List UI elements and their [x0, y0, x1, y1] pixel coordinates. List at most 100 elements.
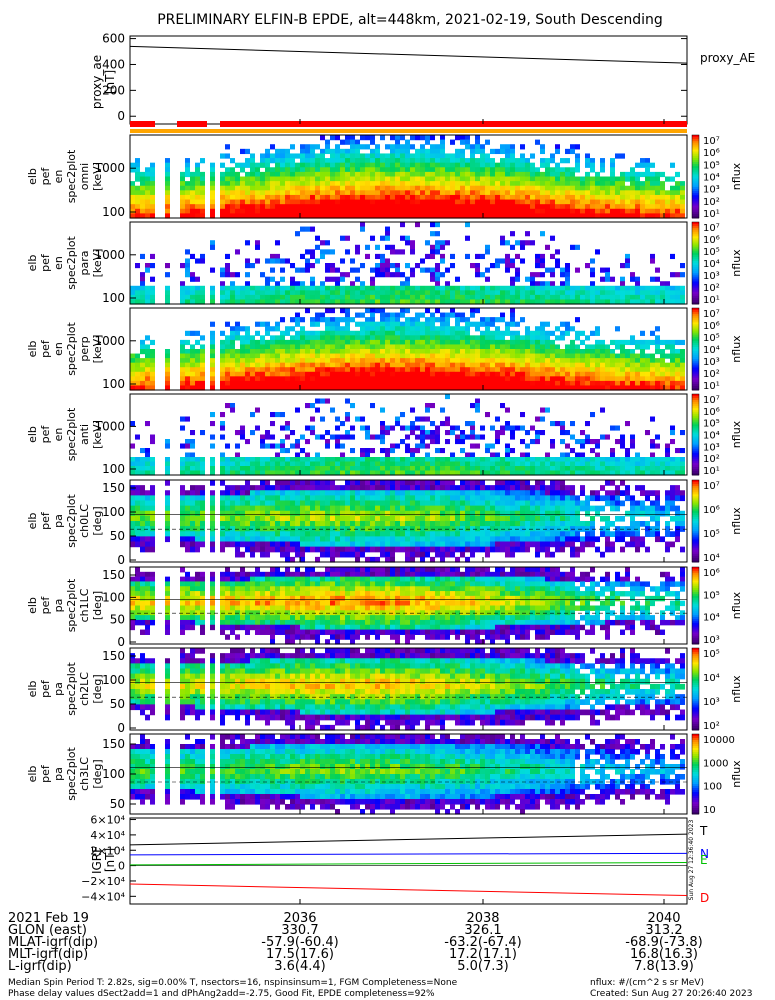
spectrogram-cell — [325, 148, 330, 155]
spectrogram-cell — [465, 294, 470, 301]
spectrogram-cell — [435, 344, 440, 350]
spectrogram-cell — [635, 190, 640, 196]
spectrogram-cell — [130, 457, 135, 463]
spectrogram-cell — [150, 466, 155, 472]
spectrogram-cell — [310, 226, 315, 232]
spectrogram-cell — [265, 443, 270, 449]
spectrogram-cell — [295, 371, 300, 377]
spectrogram-cell — [505, 448, 510, 454]
colorbar-step — [692, 293, 699, 297]
spectrogram-cell — [480, 461, 485, 467]
spectrogram-cell — [320, 457, 325, 463]
spectrogram-cell — [240, 385, 245, 391]
spectrogram-cell — [525, 185, 530, 191]
spectrogram-cell — [560, 321, 565, 327]
spectrogram-cell — [275, 500, 280, 507]
spectrogram-cell — [405, 376, 410, 382]
spectrogram-cell — [390, 290, 395, 296]
spectrogram-cell — [470, 185, 475, 191]
spectrogram-cell — [410, 385, 415, 391]
spectrogram-cell — [255, 321, 260, 327]
colorbar-step — [692, 174, 699, 177]
spectrogram-cell — [555, 326, 560, 332]
spectrogram-cell — [620, 353, 625, 359]
spectrogram-cell — [310, 208, 315, 214]
spectrogram-cell — [515, 240, 520, 246]
spectrogram-cell — [260, 181, 265, 187]
spectrogram-cell — [180, 536, 185, 543]
spectrogram-cell — [475, 294, 480, 301]
spectrogram-cell — [605, 204, 610, 210]
spectrogram-cell — [310, 317, 315, 323]
spectrogram-cell — [420, 466, 425, 472]
spectrogram-cell — [455, 299, 460, 305]
spectrogram-cell — [295, 500, 300, 507]
spectrogram-cell — [330, 353, 335, 359]
spectrogram-cell — [640, 330, 645, 336]
spectrogram-cell — [610, 208, 615, 214]
spectrogram-cell — [550, 194, 555, 201]
spectrogram-cell — [360, 452, 365, 458]
spectrogram-cell — [335, 185, 340, 191]
colorbar-step — [692, 422, 699, 425]
spectrogram-cell — [335, 362, 340, 368]
spectrogram-cell — [345, 470, 350, 476]
spectrogram-cell — [355, 167, 360, 173]
spectrogram-cell — [670, 385, 675, 391]
spectrogram-cell — [630, 190, 635, 196]
spectrogram-cell — [415, 162, 420, 168]
spectrogram-cell — [165, 505, 170, 512]
spectrogram-cell — [285, 353, 290, 359]
spectrogram-cell — [180, 176, 185, 182]
spectrogram-cell — [360, 448, 365, 454]
spectrogram-cell — [345, 190, 350, 196]
spectrogram-cell — [260, 321, 265, 327]
spectrogram-cell — [335, 457, 340, 463]
spectrogram-cell — [300, 505, 305, 512]
spectrogram-cell — [145, 541, 150, 548]
spectrogram-cell — [615, 294, 620, 301]
colorbar-step — [692, 373, 699, 377]
spectrogram-cell — [140, 253, 145, 260]
spectrogram-cell — [295, 281, 300, 287]
spectrogram-cell — [610, 371, 615, 377]
spectrogram-cell — [650, 385, 655, 391]
spectrogram-cell — [650, 371, 655, 377]
spectrogram-cell — [485, 276, 490, 282]
spectrogram-cell — [625, 199, 630, 205]
spectrogram-cell — [510, 213, 515, 219]
spectrogram-cell — [135, 162, 140, 168]
spectrogram-cell — [290, 213, 295, 219]
spectrogram-cell — [575, 344, 580, 350]
spectrogram-cell — [565, 452, 570, 458]
spectrogram-cell — [400, 153, 405, 159]
spectrogram-cell — [235, 272, 240, 278]
spectrogram-cell — [150, 253, 155, 260]
spectrogram-cell — [295, 299, 300, 305]
spectrogram-cell — [360, 199, 365, 205]
spectrogram-cell — [620, 276, 625, 282]
spectrogram-cell — [525, 358, 530, 364]
spectrogram-cell — [220, 358, 225, 364]
spectrogram-cell — [180, 541, 185, 548]
colorbar-step — [692, 318, 699, 321]
spectrogram-cell — [285, 285, 290, 291]
spectrogram-cell — [680, 376, 685, 382]
spectrogram-cell — [575, 204, 580, 210]
spectrogram-cell — [430, 321, 435, 327]
spectrogram-cell — [460, 208, 465, 214]
spectrogram-cell — [135, 158, 140, 164]
spectrogram-cell — [140, 500, 145, 507]
spectrogram-cell — [240, 162, 245, 168]
spectrogram-cell — [385, 162, 390, 168]
spectrogram-cell — [180, 339, 185, 346]
spectrogram-cell — [220, 185, 225, 191]
spectrogram-cell — [335, 176, 340, 182]
spectrogram-cell — [600, 434, 605, 440]
spectrogram-cell — [590, 457, 595, 463]
spectrogram-cell — [660, 199, 665, 205]
spectrogram-cell — [165, 185, 170, 191]
spectrogram-cell — [255, 258, 260, 264]
spectrogram-cell — [340, 317, 345, 323]
spectrogram-cell — [430, 339, 435, 346]
